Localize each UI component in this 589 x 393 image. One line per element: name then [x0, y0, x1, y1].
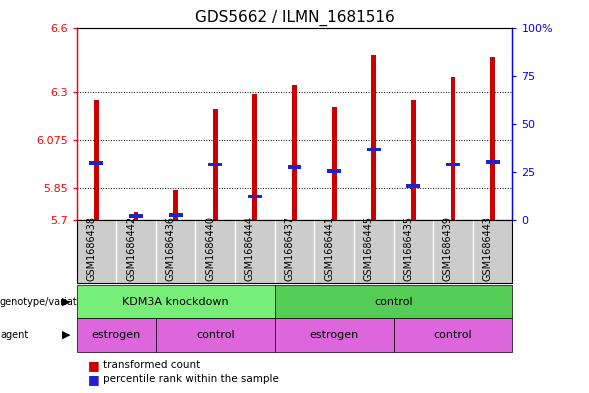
Bar — [213, 109, 217, 220]
Text: GSM1686445: GSM1686445 — [364, 216, 374, 281]
Bar — [490, 57, 495, 220]
Bar — [248, 195, 262, 198]
Bar — [94, 100, 99, 220]
Text: GSM1686436: GSM1686436 — [166, 216, 176, 281]
Bar — [134, 211, 138, 220]
Bar — [129, 214, 143, 218]
Text: ▶: ▶ — [62, 297, 71, 307]
Bar — [367, 147, 380, 151]
Bar — [209, 163, 222, 166]
Text: GSM1686443: GSM1686443 — [482, 216, 492, 281]
Text: agent: agent — [0, 330, 28, 340]
Text: GSM1686435: GSM1686435 — [403, 216, 413, 281]
Text: percentile rank within the sample: percentile rank within the sample — [103, 374, 279, 384]
Bar — [173, 190, 178, 220]
Text: control: control — [196, 330, 234, 340]
Bar — [287, 165, 302, 169]
Text: KDM3A knockdown: KDM3A knockdown — [123, 297, 229, 307]
Bar — [451, 77, 455, 220]
Text: estrogen: estrogen — [309, 330, 359, 340]
Bar — [253, 94, 257, 220]
Bar — [411, 100, 416, 220]
Text: ▶: ▶ — [62, 330, 71, 340]
Bar — [446, 163, 460, 166]
Bar — [372, 55, 376, 220]
Bar — [406, 184, 421, 188]
Text: control: control — [374, 297, 413, 307]
Text: ■: ■ — [88, 359, 100, 372]
Text: estrogen: estrogen — [91, 330, 141, 340]
Text: transformed count: transformed count — [103, 360, 200, 371]
Text: genotype/variation: genotype/variation — [0, 297, 92, 307]
Text: GSM1686440: GSM1686440 — [205, 216, 215, 281]
Bar — [292, 85, 297, 220]
Bar — [332, 107, 336, 220]
Bar — [486, 160, 499, 164]
Text: GSM1686441: GSM1686441 — [324, 216, 334, 281]
Text: control: control — [434, 330, 472, 340]
Text: GSM1686442: GSM1686442 — [126, 216, 136, 281]
Text: ■: ■ — [88, 373, 100, 386]
Title: GDS5662 / ILMN_1681516: GDS5662 / ILMN_1681516 — [194, 10, 395, 26]
Bar — [168, 213, 183, 217]
Text: GSM1686437: GSM1686437 — [284, 216, 294, 281]
Bar — [90, 162, 103, 165]
Text: GSM1686439: GSM1686439 — [443, 216, 453, 281]
Text: GSM1686438: GSM1686438 — [87, 216, 97, 281]
Text: GSM1686444: GSM1686444 — [245, 216, 255, 281]
Bar — [327, 169, 341, 173]
